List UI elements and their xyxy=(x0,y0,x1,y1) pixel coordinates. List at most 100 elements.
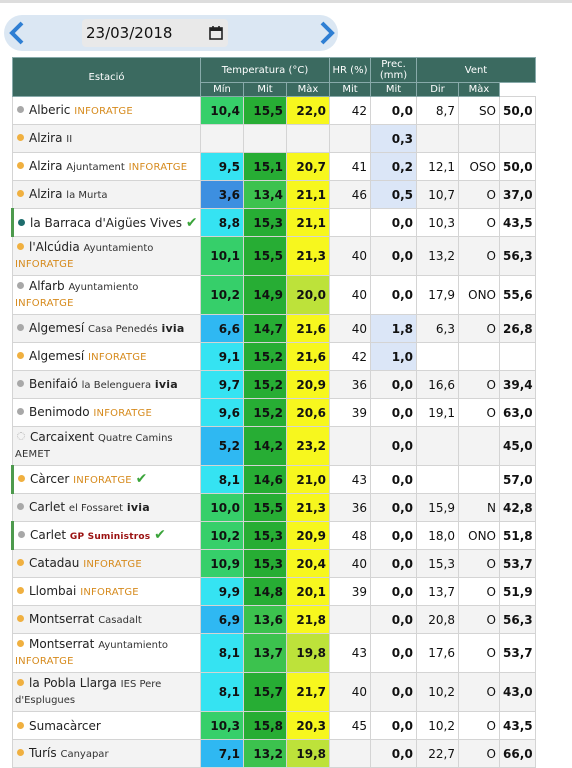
value-cell: 20,3 xyxy=(286,711,330,740)
value-cell: 9,9 xyxy=(200,577,244,606)
station-name: Montserrat xyxy=(29,637,95,651)
station-cell: Montserrat Ayuntamiento INFORATGE xyxy=(12,633,201,673)
station-name: Algemesí xyxy=(29,348,85,363)
station-cell: Turís Canyapar xyxy=(12,739,201,768)
column-header: Mit xyxy=(243,82,287,97)
value-cell: 14,6 xyxy=(243,465,287,494)
value-cell: 0,0 xyxy=(370,236,417,276)
table-row: Montserrat Casadalt 6,9 13,6 21,8 0,0 20,8 O 56… xyxy=(12,605,536,634)
value-cell: 21,3 xyxy=(286,493,330,522)
value-cell: 10,0 xyxy=(200,493,244,522)
value-cell: 14,2 xyxy=(243,426,287,466)
station-name: Turís xyxy=(29,745,57,760)
value-cell: O xyxy=(458,314,500,343)
value-cell: 43,0 xyxy=(499,672,536,712)
value-cell: ONO xyxy=(458,275,500,315)
table-row: Carcaixent Quatre Camins AEMET 5,2 14,2 23,… xyxy=(12,426,536,466)
value-cell: 15,5 xyxy=(243,96,287,125)
value-cell: 21,3 xyxy=(286,236,330,276)
status-dot xyxy=(17,502,24,510)
table-row: Alzira la Murta 3,6 13,4 21,1 46 0,5 10,7 O 37,0 xyxy=(12,180,536,209)
status-dot xyxy=(17,379,24,387)
table-body: Alberic INFORATGE 10,4 15,5 22,0 42 0,0 8,7 SO 5… xyxy=(11,96,536,768)
verified-icon: ✔ xyxy=(185,214,198,231)
value-cell: 1,0 xyxy=(370,342,417,371)
value-cell: O xyxy=(458,711,500,740)
value-cell: 9,1 xyxy=(200,342,244,371)
value-cell xyxy=(329,124,371,153)
station-detail: Ayuntamiento xyxy=(83,243,154,254)
value-cell: 50,0 xyxy=(499,96,536,125)
value-cell: 53,7 xyxy=(499,549,536,578)
next-arrow[interactable] xyxy=(316,18,338,48)
value-cell: 10,2 xyxy=(200,521,244,550)
station-name: Algemesí xyxy=(29,320,85,335)
column-header: Mit xyxy=(329,82,371,97)
value-cell: 40 xyxy=(329,549,371,578)
value-cell: 13,4 xyxy=(243,180,287,209)
station-detail: Casadalt xyxy=(98,614,142,626)
station-cell: la Barraca d'Aigües Vives ✔ xyxy=(11,208,201,237)
value-cell: 23,2 xyxy=(286,426,330,466)
value-cell: 40 xyxy=(329,314,371,343)
value-cell: 7,1 xyxy=(200,739,244,768)
value-cell: 56,3 xyxy=(499,236,536,276)
prev-arrow[interactable] xyxy=(6,18,28,48)
value-cell: 10,4 xyxy=(200,96,244,125)
value-cell: 10,2 xyxy=(200,275,244,315)
value-cell xyxy=(458,426,500,466)
value-cell: 20,7 xyxy=(286,152,330,181)
calendar-icon[interactable] xyxy=(208,25,224,41)
table-row: Algemesí INFORATGE 9,1 15,2 21,6 42 1,0 xyxy=(12,342,536,371)
value-cell: O xyxy=(458,672,500,712)
station-cell: Algemesí INFORATGE xyxy=(12,342,201,371)
table-row: la Barraca d'Aigües Vives ✔ 8,8 15,3 21,1 0,… xyxy=(11,208,536,237)
value-cell: 21,7 xyxy=(286,672,330,712)
value-cell xyxy=(286,124,330,153)
status-dot xyxy=(17,640,24,647)
status-dot xyxy=(18,218,25,226)
value-cell: 8,1 xyxy=(200,672,244,712)
table-row: Turís Canyapar 7,1 13,2 19,8 0,0 22,7 O 66,0 xyxy=(12,739,536,768)
table-row: Alzira Ajuntament INFORATGE 9,5 15,1 20,7 41… xyxy=(12,152,536,181)
table-row: Carlet el Fossaret ivia 10,0 15,5 21,3 36 0,0… xyxy=(12,493,536,522)
table-row: Algemesí Casa Penedés ivia 6,6 14,7 21,6 40 1… xyxy=(12,314,536,343)
status-dot xyxy=(17,351,24,359)
value-cell: 0,0 xyxy=(370,521,417,550)
value-cell: 15,7 xyxy=(243,672,287,712)
value-cell xyxy=(200,124,244,153)
station-cell: Montserrat Casadalt xyxy=(12,605,201,634)
value-cell xyxy=(329,208,371,237)
status-dot xyxy=(17,586,24,594)
value-cell: 16,6 xyxy=(416,370,459,399)
value-cell: 21,6 xyxy=(286,342,330,371)
station-name: Benimodo xyxy=(29,404,90,419)
value-cell: 39 xyxy=(329,577,371,606)
value-cell: 13,2 xyxy=(243,739,287,768)
value-cell: 10,2 xyxy=(416,672,459,712)
value-cell: 14,7 xyxy=(243,314,287,343)
column-group-header: Vent xyxy=(416,57,536,83)
value-cell: 43,5 xyxy=(499,711,536,740)
value-cell: 0,3 xyxy=(370,124,417,153)
value-cell: 55,6 xyxy=(499,275,536,315)
source-tag: INFORATGE xyxy=(93,407,153,419)
value-cell: 13,2 xyxy=(416,236,459,276)
value-cell: 0,0 xyxy=(370,605,417,634)
value-cell: 6,3 xyxy=(416,314,459,343)
date-input[interactable]: 23/03/2018 xyxy=(82,19,228,47)
source-tag: AEMET xyxy=(15,449,51,460)
status-dot xyxy=(17,614,24,622)
station-cell: Alzira Ajuntament INFORATGE xyxy=(12,152,201,181)
station-cell: l'Alcúdia Ayuntamiento INFORATGE xyxy=(12,236,201,276)
value-cell: 53,7 xyxy=(499,633,536,673)
value-cell: 40 xyxy=(329,275,371,315)
value-cell: 50,0 xyxy=(499,152,536,181)
value-cell: 10,9 xyxy=(200,549,244,578)
value-cell: O xyxy=(458,180,500,209)
value-cell: 63,0 xyxy=(499,398,536,427)
value-cell xyxy=(329,426,371,466)
station-cell: Carlet el Fossaret ivia xyxy=(12,493,201,522)
value-cell: 10,3 xyxy=(416,208,459,237)
value-cell: 15,3 xyxy=(243,208,287,237)
